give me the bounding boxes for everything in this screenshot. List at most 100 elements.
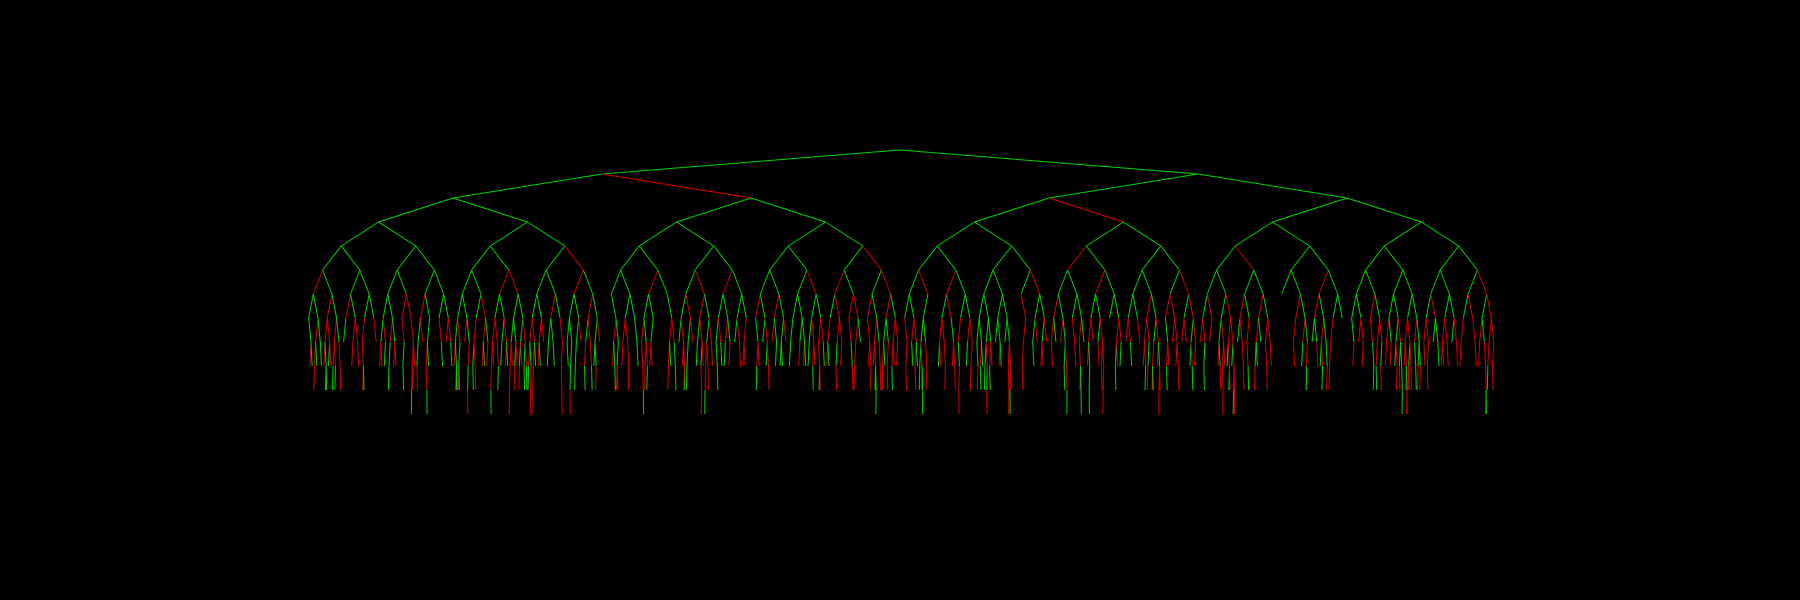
tree-edge	[492, 341, 495, 367]
tree-edge	[976, 365, 979, 391]
tree-edge	[1481, 293, 1488, 319]
tree-edge	[848, 317, 852, 343]
tree-edge	[1219, 365, 1222, 391]
tree-edge	[840, 341, 843, 367]
tree-edge	[472, 365, 474, 391]
tree-edge	[331, 293, 338, 319]
tree-edge	[680, 293, 687, 319]
tree-edge	[566, 341, 569, 367]
tree-edge	[1352, 341, 1355, 367]
tree-edge	[1053, 293, 1059, 319]
tree-edge	[317, 317, 321, 343]
tree-edge	[402, 365, 405, 391]
tree-edge	[1421, 221, 1460, 247]
tree-edge	[820, 317, 824, 343]
tree-edge	[587, 317, 591, 343]
tree-edge	[461, 269, 473, 295]
tree-edge	[645, 341, 648, 367]
tree-edge	[892, 317, 896, 343]
tree-edge	[1159, 365, 1161, 391]
tree-edge	[641, 317, 645, 343]
tree-edge	[1150, 293, 1157, 319]
tree-edge	[533, 341, 537, 367]
tree-edge	[417, 317, 421, 343]
tree-edge	[801, 317, 806, 343]
tree-edge	[1183, 293, 1190, 319]
tree-edge	[1144, 365, 1147, 391]
tree-edge	[490, 365, 492, 391]
tree-edge	[1203, 341, 1206, 367]
tree-edge	[986, 365, 989, 391]
tree-edge	[904, 293, 910, 319]
tree-edge	[412, 341, 416, 367]
tree-edge	[1375, 365, 1378, 391]
tree-edge	[361, 317, 366, 343]
tree-edge	[843, 269, 854, 295]
tree-edge	[936, 221, 975, 247]
tree-edge	[1434, 317, 1439, 343]
tree-edge	[922, 317, 927, 343]
tree-edge	[1467, 269, 1478, 295]
tree-edge	[1129, 341, 1133, 367]
tree-edge	[1258, 317, 1262, 343]
tree-edge	[443, 293, 449, 319]
tree-edge	[378, 197, 454, 223]
tree-edge	[1063, 365, 1066, 391]
tree-edge	[783, 317, 787, 343]
tree-edge	[510, 317, 515, 343]
tree-edge	[518, 365, 520, 391]
tree-edge	[985, 317, 989, 343]
tree-edge	[727, 317, 731, 343]
tree-edge	[871, 293, 878, 319]
tree-edge	[610, 293, 617, 319]
tree-edge	[808, 317, 813, 343]
tree-edge	[552, 341, 555, 367]
tree-edge	[1313, 293, 1320, 319]
tree-edge	[485, 317, 489, 343]
tree-edge	[694, 269, 705, 295]
tree-edge	[1384, 341, 1388, 367]
tree-edge	[315, 341, 318, 367]
tree-edge	[1216, 269, 1227, 295]
tree-edge	[1380, 341, 1383, 367]
tree-edge	[1221, 365, 1224, 391]
tree-edge	[510, 341, 513, 367]
tree-edge	[486, 341, 489, 367]
tree-edge	[382, 293, 389, 319]
tree-edge	[396, 245, 417, 271]
tree-edge	[1146, 317, 1150, 343]
tree-edge	[1029, 269, 1041, 295]
tree-edge	[1299, 293, 1306, 319]
tree-edge	[815, 293, 822, 319]
tree-edge	[1398, 365, 1401, 391]
tree-edge	[527, 365, 530, 391]
tree-edge	[925, 341, 928, 367]
tree-edge	[882, 365, 884, 391]
tree-edge	[310, 341, 313, 367]
tree-edge	[322, 245, 342, 271]
tree-edge	[869, 365, 872, 391]
tree-edge	[445, 317, 449, 343]
tree-edge	[885, 317, 889, 343]
tree-edge	[1199, 317, 1204, 343]
tree-edge	[974, 221, 1013, 247]
tree-edge	[500, 341, 503, 367]
tree-edge	[1255, 341, 1258, 367]
tree-edge	[536, 293, 542, 319]
tree-edge	[326, 317, 331, 343]
tree-edge	[1444, 293, 1450, 319]
tree-edge	[771, 317, 775, 343]
tree-edge	[953, 341, 956, 367]
tree-edge	[1050, 317, 1055, 343]
tree-edge	[1064, 341, 1067, 367]
tree-edge	[766, 341, 769, 367]
tree-edge	[755, 365, 758, 391]
tree-edge	[339, 365, 342, 391]
tree-edge	[419, 317, 424, 343]
tree-edge	[1194, 341, 1197, 367]
tree-edge	[1432, 317, 1436, 343]
tree-edge	[614, 365, 616, 391]
tree-edge	[388, 341, 391, 367]
tree-edge	[373, 317, 377, 343]
tree-edge	[368, 293, 375, 319]
